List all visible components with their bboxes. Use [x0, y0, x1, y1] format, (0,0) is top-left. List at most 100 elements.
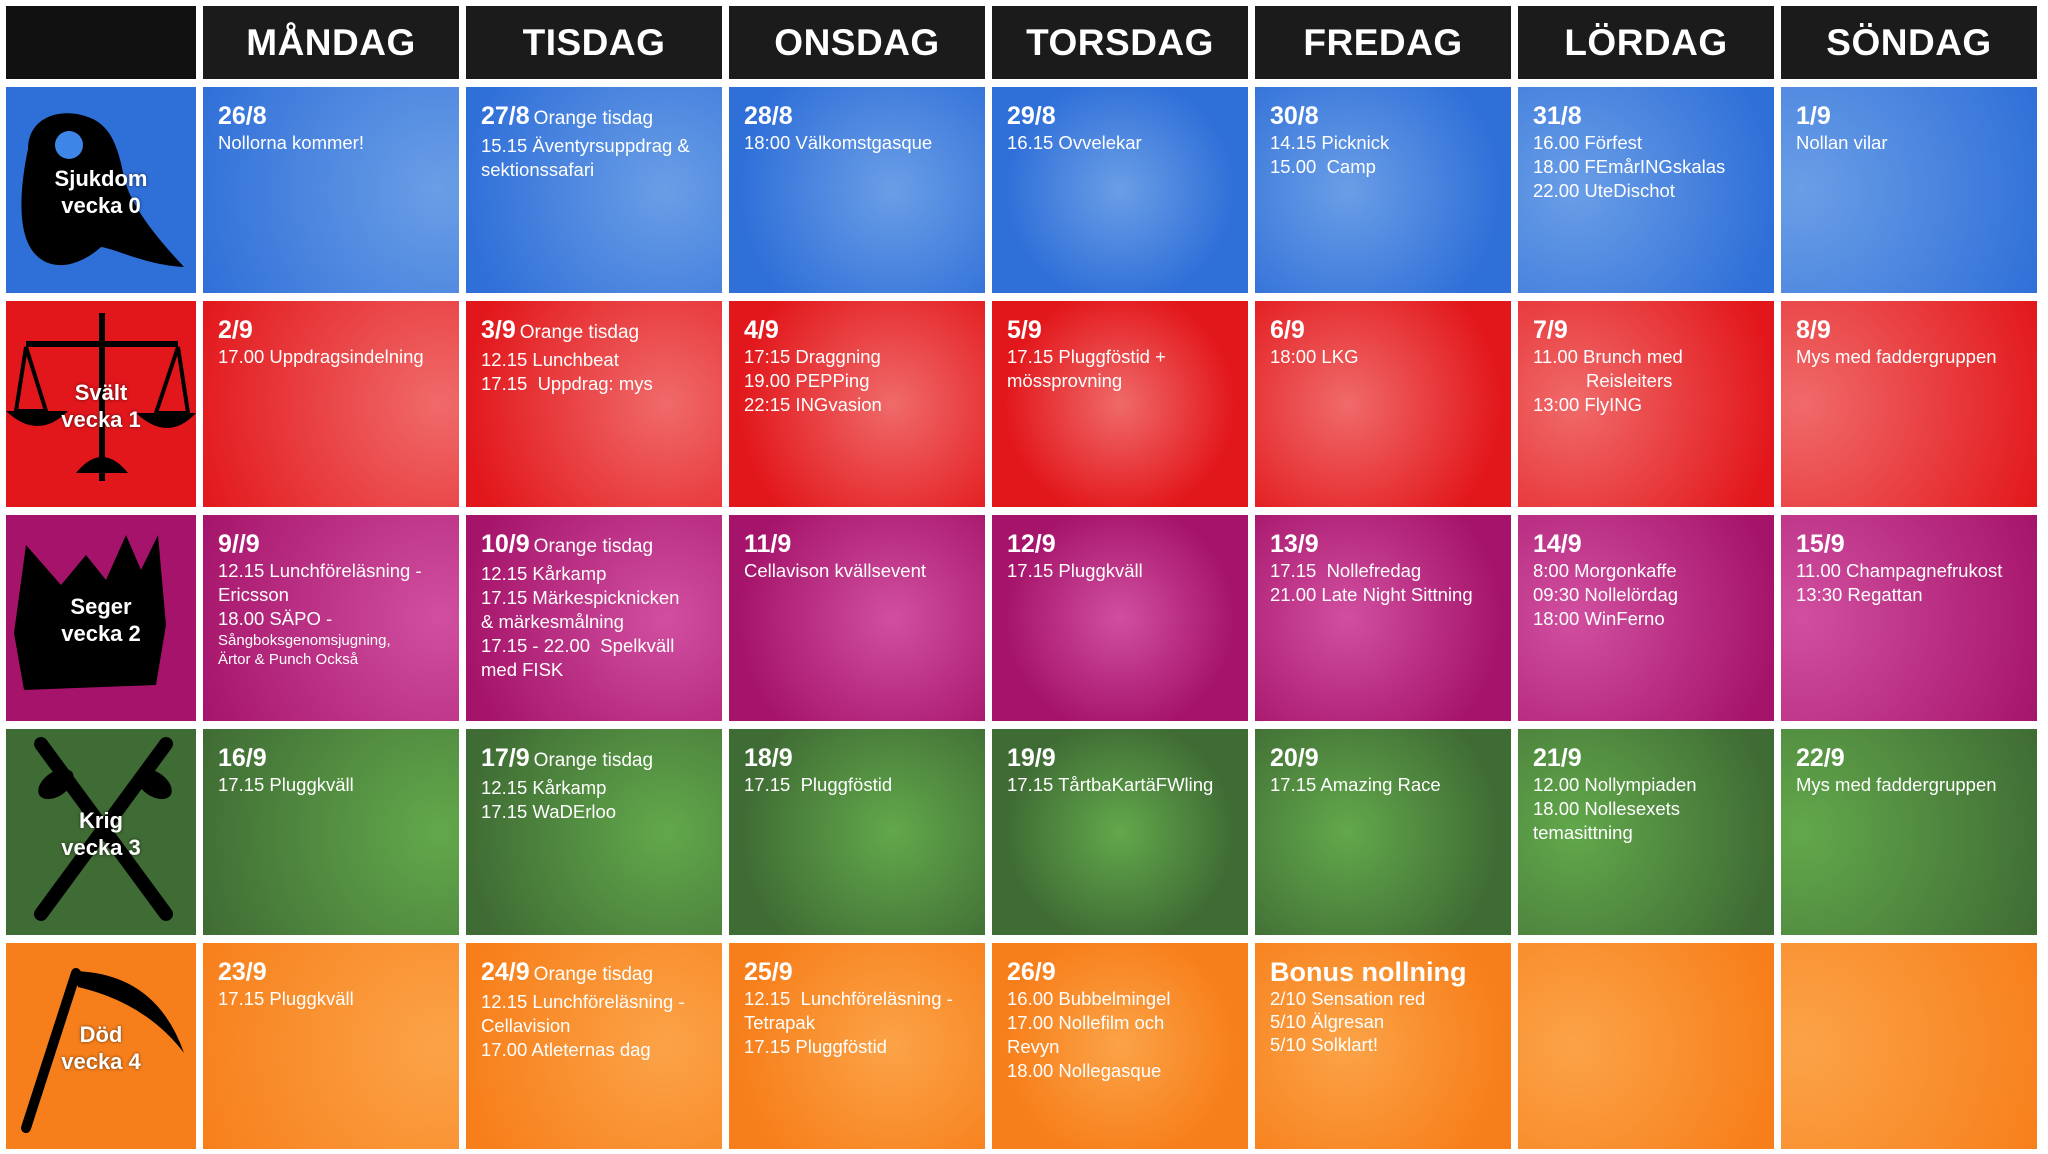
day-date: 3/9 Orange tisdag — [481, 317, 708, 346]
week-theme-1: Svält vecka 1 — [6, 301, 196, 507]
event-line: 16.15 Ovvelekar — [1007, 132, 1142, 153]
day-date: 4/9 — [744, 317, 971, 343]
event-line: 16.00 Bubbelmingel — [1007, 988, 1171, 1009]
event-line: 19.00 PEPPing — [744, 370, 870, 391]
week-label: Död vecka 4 — [6, 1021, 196, 1075]
day-date: 25/9 — [744, 959, 971, 985]
event-list: Mys med faddergruppen — [1796, 773, 2023, 797]
event-line: Nollan vilar — [1796, 132, 1888, 153]
week-theme-3: Krig vecka 3 — [6, 729, 196, 935]
event-line: & märkesmålning — [481, 611, 624, 632]
event-line: 13:00 FlyING — [1533, 394, 1642, 415]
date-text: 3/9 — [481, 316, 516, 344]
event-line: 18.00 Nollegasque — [1007, 1060, 1162, 1081]
event-list: 12.00 Nollympiaden 18.00 Nollesexets temas… — [1533, 773, 1760, 845]
day-cell: 26/8 Nollorna kommer! — [203, 87, 459, 293]
day-date: 28/8 — [744, 103, 971, 129]
event-line: mössprovning — [1007, 370, 1123, 391]
day-cell: 22/9 Mys med faddergruppen — [1781, 729, 2037, 935]
event-list: Nollan vilar — [1796, 131, 2023, 155]
date-text: 18/9 — [744, 744, 793, 772]
week-number: vecka 3 — [61, 835, 141, 860]
date-text: 13/9 — [1270, 530, 1319, 558]
event-line: 17.15 Pluggkväll — [1007, 560, 1143, 581]
day-date: 6/9 — [1270, 317, 1497, 343]
week-name: Sjukdom — [54, 166, 148, 191]
date-text: 12/9 — [1007, 530, 1056, 558]
event-line: 18:00 WinFerno — [1533, 608, 1665, 629]
event-line: 16.00 Förfest — [1533, 132, 1643, 153]
week-theme-4: Död vecka 4 — [6, 943, 196, 1149]
week-number: vecka 4 — [61, 1049, 141, 1074]
header-corner — [6, 6, 196, 79]
date-text: 17/9 — [481, 744, 530, 772]
scales-icon — [6, 313, 196, 481]
event-line: Ericsson — [218, 584, 289, 605]
day-date: 7/9 — [1533, 317, 1760, 343]
event-line: 17.15 Märkespicknicken — [481, 587, 680, 608]
day-date: 26/8 — [218, 103, 445, 129]
day-cell: 16/9 17.15 Pluggkväll — [203, 729, 459, 935]
event-list: 12.15 Kårkamp 17.15 WaDErloo — [481, 776, 708, 824]
event-line: 17.15 Uppdrag: mys — [481, 373, 653, 394]
event-line: 21.00 Late Night Sittning — [1270, 584, 1473, 605]
event-line: Revyn — [1007, 1036, 1060, 1057]
event-line: 17.15 Pluggkväll — [218, 774, 354, 795]
day-cell: 5/9 17.15 Pluggföstid + mössprovning — [992, 301, 1248, 507]
day-cell: 9//9 12.15 Lunchföreläsning - Ericsson 18.0… — [203, 515, 459, 721]
event-list: 14.15 Picknick 15.00 Camp — [1270, 131, 1497, 179]
day-cell: 27/8 Orange tisdag 15.15 Äventyrsuppdrag &… — [466, 87, 722, 293]
date-text: 14/9 — [1533, 530, 1582, 558]
week-label: Svält vecka 1 — [6, 379, 196, 433]
day-date: 5/9 — [1007, 317, 1234, 343]
event-line: 17.15 TårtbaKartäFWling — [1007, 774, 1214, 795]
event-list: 11.00 Brunch med Reisleiters 13:00 FlyING — [1533, 345, 1760, 417]
day-cell: 13/9 17.15 Nollefredag 21.00 Late Night Si… — [1255, 515, 1511, 721]
event-list: 17.15 Nollefredag 21.00 Late Night Sittni… — [1270, 559, 1497, 607]
day-cell: 12/9 17.15 Pluggkväll — [992, 515, 1248, 721]
event-list: 16.00 Bubbelmingel 17.00 Nollefilm och Rev… — [1007, 987, 1234, 1083]
day-cell: 14/9 8:00 Morgonkaffe 09:30 Nollelördag 18:… — [1518, 515, 1774, 721]
day-header: ONSDAG — [729, 6, 985, 79]
event-list: 15.15 Äventyrsuppdrag & sektionssafari — [481, 134, 708, 182]
week-name: Seger — [70, 594, 132, 619]
event-list: 17.15 Pluggkväll — [218, 773, 445, 797]
day-date: 17/9 Orange tisdag — [481, 745, 708, 774]
date-text: 8/9 — [1796, 316, 1831, 344]
date-text: 16/9 — [218, 744, 267, 772]
event-list: 11.00 Champagnefrukost 13:30 Regattan — [1796, 559, 2023, 607]
day-header: LÖRDAG — [1518, 6, 1774, 79]
day-cell: 29/8 16.15 Ovvelekar — [992, 87, 1248, 293]
date-text: 11/9 — [744, 530, 792, 558]
event-list: 17.15 TårtbaKartäFWling — [1007, 773, 1234, 797]
date-text: 23/9 — [218, 958, 267, 986]
event-list: 8:00 Morgonkaffe 09:30 Nollelördag 18:00 W… — [1533, 559, 1760, 631]
day-date: 31/8 — [1533, 103, 1760, 129]
week-number: vecka 0 — [61, 193, 141, 218]
event-line: Cellavison kvällsevent — [744, 560, 927, 581]
day-cell: 1/9 Nollan vilar — [1781, 87, 2037, 293]
day-header: TORSDAG — [992, 6, 1248, 79]
day-cell: 6/9 18:00 LKG — [1255, 301, 1511, 507]
event-list: 16.15 Ovvelekar — [1007, 131, 1234, 155]
event-line: 09:30 Nollelördag — [1533, 584, 1679, 605]
event-line: Mys med faddergruppen — [1796, 774, 1997, 795]
event-line: 11.00 Brunch med — [1533, 346, 1683, 367]
event-line: 12.15 Kårkamp — [481, 777, 607, 798]
event-list: 17.15 Pluggkväll — [218, 987, 445, 1011]
date-text: 9//9 — [218, 530, 260, 558]
event-line: 13:30 Regattan — [1796, 584, 1923, 605]
event-list: Mys med faddergruppen — [1796, 345, 2023, 369]
date-text: 26/9 — [1007, 958, 1056, 986]
day-header: FREDAG — [1255, 6, 1511, 79]
day-cell — [1518, 943, 1774, 1149]
date-text: 4/9 — [744, 316, 779, 344]
event-line: Cellavision — [481, 1015, 571, 1036]
day-date: 11/9 — [744, 531, 971, 557]
event-list: 17.15 Pluggföstid — [744, 773, 971, 797]
day-cell: 4/9 17:15 Draggning 19.00 PEPPing 22:15 ING… — [729, 301, 985, 507]
date-text: Bonus nollning — [1270, 957, 1467, 987]
day-cell: 2/9 17.00 Uppdragsindelning — [203, 301, 459, 507]
event-line: 12.15 Kårkamp — [481, 563, 607, 584]
day-date: 27/8 Orange tisdag — [481, 103, 708, 132]
